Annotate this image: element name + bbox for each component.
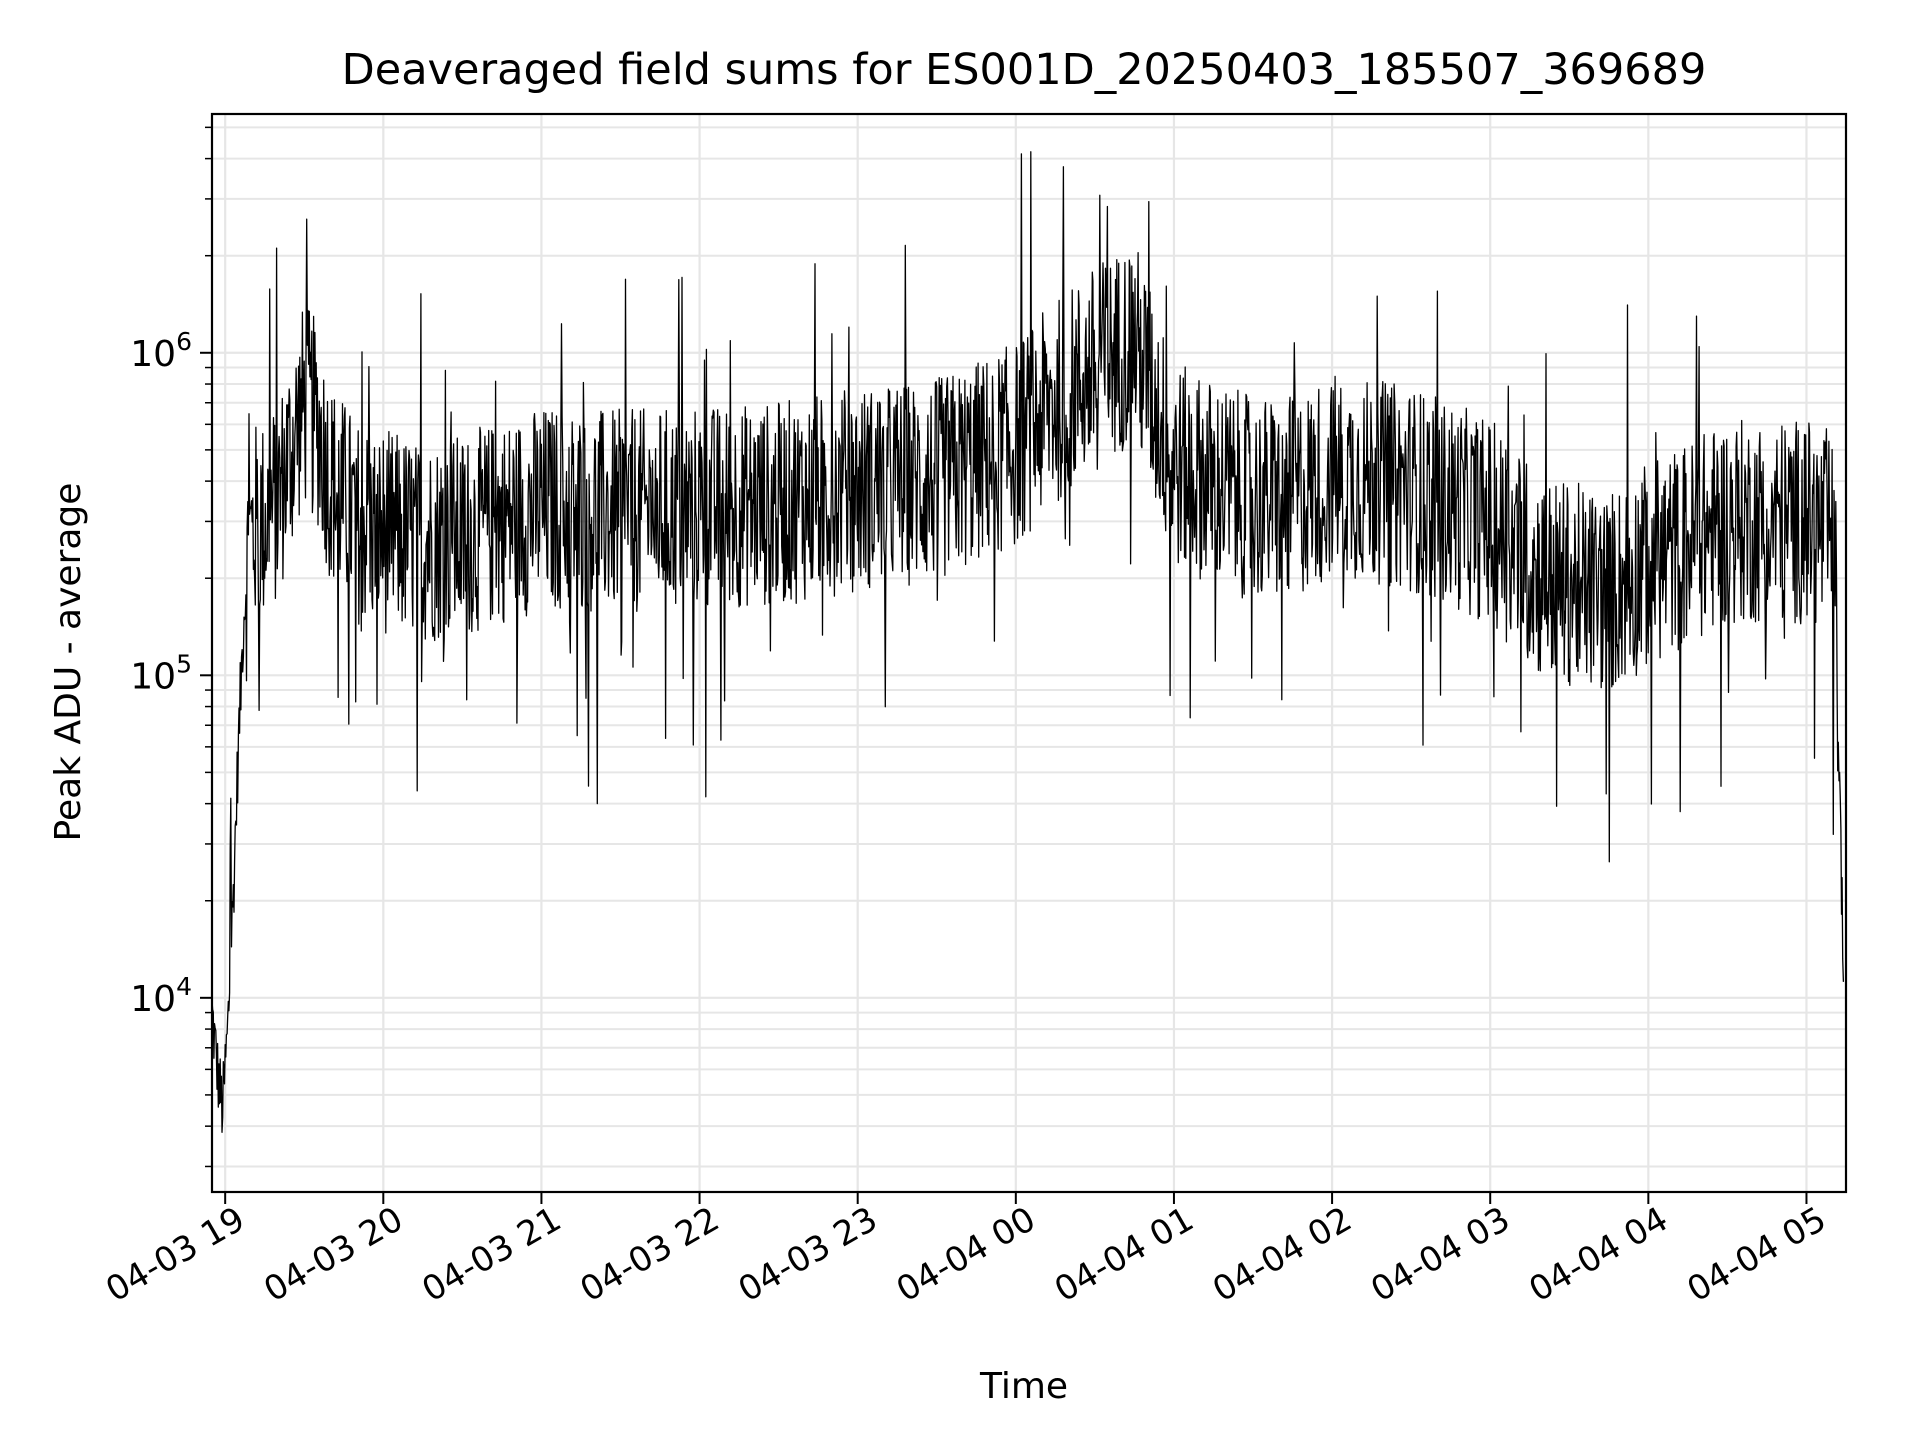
chart-title: Deaveraged field sums for ES001D_2025040…: [342, 45, 1707, 95]
y-tick-label: 104: [130, 972, 192, 1020]
y-tick-label: 105: [130, 649, 192, 697]
y-axis-label: Peak ADU - average: [48, 483, 89, 842]
y-tick-label: 106: [130, 327, 192, 375]
series-group: [211, 151, 1845, 1133]
x-axis-label: Time: [979, 1366, 1068, 1407]
axes-frame: [210, 112, 1848, 1194]
series-line: [211, 151, 1845, 1133]
